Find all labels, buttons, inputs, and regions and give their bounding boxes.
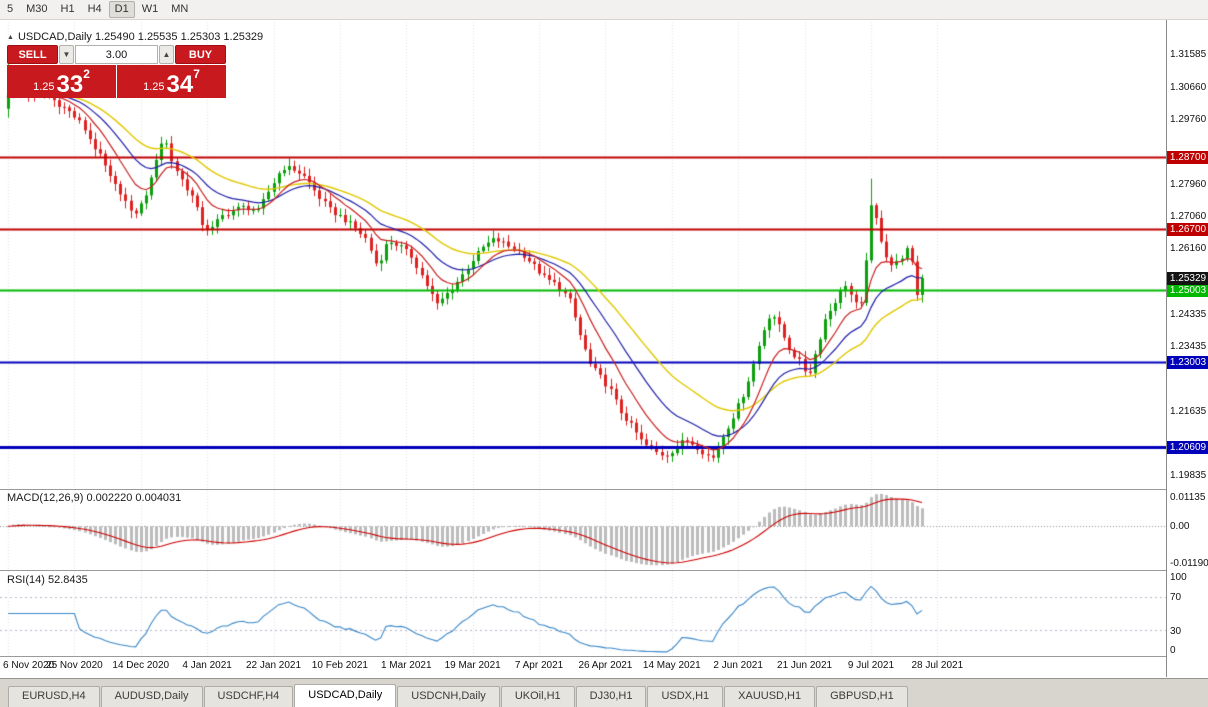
chart-tabs-bar: EURUSD,H4 AUDUSD,Daily USDCHF,H4 USDCAD,Dai… (0, 678, 1208, 707)
date-axis-label: 9 Jul 2021 (847, 660, 895, 671)
chart-tab-eurusd-h4[interactable]: EURUSD,H4 (8, 686, 100, 707)
rsi-pane-canvas[interactable] (0, 571, 1166, 656)
volume-decrease-button[interactable]: ▼ (59, 45, 74, 64)
price-axis-tick: 1.31585 (1170, 48, 1207, 60)
date-axis-label: 6 Nov 2020 (3, 660, 55, 671)
price-axis-tick: 1.26160 (1170, 243, 1207, 255)
price-level-badge: 1.23003 (1167, 355, 1208, 369)
sell-price-prefix: 1.25 (33, 81, 55, 93)
macd-axis-zero: 0.00 (1170, 521, 1190, 533)
date-axis-label: 19 Mar 2021 (444, 660, 501, 671)
rsi-axis-0: 0 (1170, 645, 1176, 656)
date-axis[interactable]: 6 Nov 2020 25 Nov 2020 14 Dec 2020 4 Jan 20… (0, 657, 1166, 677)
date-axis-label: 14 May 2021 (642, 660, 701, 671)
timeframe-button-h1[interactable]: H1 (55, 1, 81, 18)
chevron-down-icon: ▼ (62, 50, 71, 59)
pane-divider-rsi[interactable] (0, 570, 1208, 571)
sell-price-point: 2 (83, 67, 90, 81)
price-level-badge: 1.25003 (1167, 283, 1208, 297)
timeframe-button-w1[interactable]: W1 (136, 1, 165, 18)
rsi-axis-30: 30 (1170, 625, 1182, 637)
chart-tab-usdchf-h4[interactable]: USDCHF,H4 (203, 686, 294, 707)
buy-price-prefix: 1.25 (143, 81, 165, 93)
chart-tab-usdcad-daily[interactable]: USDCAD,Daily (294, 684, 397, 707)
chart-tab-gbpusd-h1[interactable]: GBPUSD,H1 (816, 686, 908, 707)
date-axis-label: 7 Apr 2021 (514, 660, 564, 671)
sell-button[interactable]: SELL (7, 45, 58, 64)
date-axis-label: 2 Jun 2021 (713, 660, 763, 671)
chart-tab-audusd-daily[interactable]: AUDUSD,Daily (100, 686, 203, 707)
pane-divider-macd[interactable] (0, 489, 1208, 490)
chevron-up-icon: ▲ (162, 50, 171, 59)
chart-tab-xauusd-h1[interactable]: XAUUSD,H1 (724, 686, 816, 707)
buy-price-box[interactable]: 1.25 34 7 (117, 65, 226, 98)
timeframe-toolbar: 5 M30 H1 H4 D1 W1 MN (0, 0, 1208, 20)
date-axis-label: 4 Jan 2021 (182, 660, 232, 671)
price-level-badge: 1.26700 (1167, 222, 1208, 236)
macd-indicator-label: MACD(12,26,9) 0.002220 0.004031 (7, 492, 182, 504)
price-axis-tick: 1.19835 (1170, 470, 1207, 482)
price-axis[interactable]: 1.31585 1.30660 1.29760 1.27960 1.27060 1.261… (1166, 19, 1208, 677)
timeframe-button-5[interactable]: 5 (1, 1, 19, 18)
price-axis-tick: 1.29760 (1170, 114, 1207, 126)
macd-pane-canvas[interactable] (0, 490, 1166, 570)
chart-tab-dj30-h1[interactable]: DJ30,H1 (575, 686, 647, 707)
date-axis-label: 28 Jul 2021 (911, 660, 964, 671)
price-level-badge: 1.28700 (1167, 151, 1208, 165)
one-click-collapse-icon[interactable]: ▲ (7, 33, 14, 41)
chart-tab-usdcnh-daily[interactable]: USDCNH,Daily (397, 686, 500, 707)
price-axis-tick: 1.27060 (1170, 210, 1207, 222)
chart-tab-ukoil-h1[interactable]: UKOil,H1 (500, 686, 575, 707)
rsi-indicator-label: RSI(14) 52.8435 (7, 574, 88, 586)
chart-symbol-ohlc-text: USDCAD,Daily 1.25490 1.25535 1.25303 1.2… (17, 31, 264, 43)
chart-tab-usdx-h1[interactable]: USDX,H1 (647, 686, 724, 707)
price-axis-tick: 1.27960 (1170, 178, 1207, 190)
buy-price-pips: 34 (166, 71, 194, 98)
buy-price-point: 7 (193, 67, 200, 81)
buy-button[interactable]: BUY (175, 45, 226, 64)
current-price-badge: 1.25329 (1167, 272, 1208, 286)
price-axis-tick: 1.21635 (1170, 405, 1207, 417)
price-axis-tick: 1.30660 (1170, 81, 1207, 93)
chart-ohlc-header: ▲ USDCAD,Daily 1.25490 1.25535 1.25303 1… (7, 31, 263, 43)
macd-axis-min: -0.01190 (1170, 558, 1208, 569)
date-axis-label: 22 Jan 2021 (245, 660, 302, 671)
date-axis-label: 26 Apr 2021 (578, 660, 633, 671)
date-axis-label: 10 Feb 2021 (311, 660, 368, 671)
volume-increase-button[interactable]: ▲ (159, 45, 174, 64)
rsi-axis-70: 70 (1170, 591, 1182, 603)
price-level-badge: 1.20609 (1167, 441, 1208, 455)
rsi-axis-100: 100 (1170, 572, 1187, 583)
date-axis-divider (0, 656, 1208, 657)
price-axis-tick: 1.23435 (1170, 341, 1207, 353)
date-axis-label: 14 Dec 2020 (112, 660, 170, 671)
sell-price-box[interactable]: 1.25 33 2 (7, 65, 116, 98)
timeframe-button-h4[interactable]: H4 (82, 1, 108, 18)
timeframe-button-m30[interactable]: M30 (20, 1, 53, 18)
date-axis-label: 1 Mar 2021 (380, 660, 432, 671)
date-axis-label: 25 Nov 2020 (46, 660, 103, 671)
macd-axis-max: 0.01135 (1170, 492, 1206, 503)
volume-input[interactable] (75, 45, 158, 64)
timeframe-button-mn[interactable]: MN (165, 1, 194, 18)
sell-price-pips: 33 (56, 71, 84, 98)
timeframe-button-d1[interactable]: D1 (108, 1, 135, 18)
price-axis-tick: 1.24335 (1170, 308, 1207, 320)
date-axis-label: 21 Jun 2021 (777, 660, 833, 671)
